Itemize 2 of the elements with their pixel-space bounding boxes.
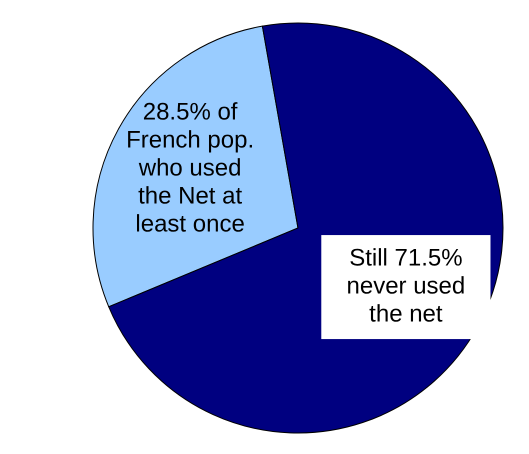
slice-label: 28.5% of French pop. who used the Net at least once (126, 98, 254, 238)
slice-label: Still 71.5% never used the net (346, 244, 466, 328)
